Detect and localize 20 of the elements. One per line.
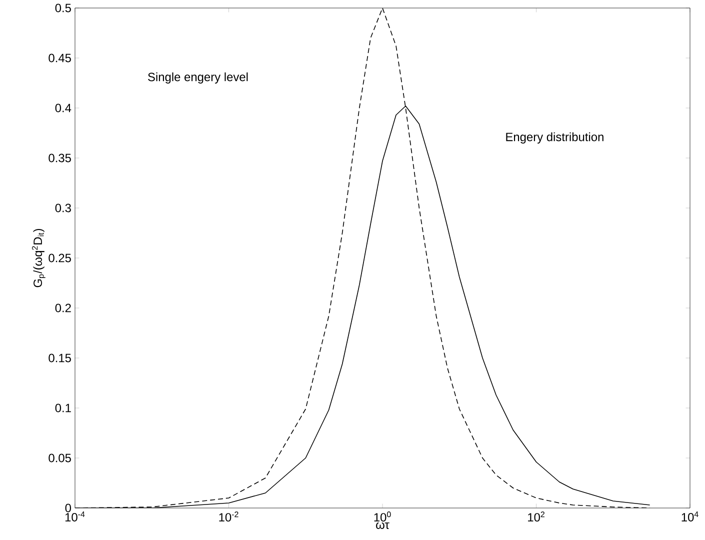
x-tick-label: 10$^{-2}$	[219, 512, 238, 522]
y-tick-label: 0.1	[55, 404, 71, 412]
x-tick-label: 10$^{4}$	[682, 512, 698, 522]
y-tick-label: 0.3	[55, 204, 71, 212]
annotation: Single engery level	[148, 72, 248, 84]
y-tick-label: 0.05	[48, 454, 71, 462]
y-axis-title: G$_{p}$/(ωq$^{2}$D$_{it}$)	[32, 228, 46, 288]
x-tick-label: 10$^{-4}$	[65, 512, 85, 522]
y-tick-label: 0.45	[48, 54, 71, 62]
y-tick-label: 0.25	[48, 254, 71, 262]
x-axis-title: ωτ	[376, 522, 390, 529]
x-tick-label: 10$^{0}$	[374, 512, 391, 522]
y-tick-label: 0	[65, 504, 72, 512]
y-tick-label: 0.35	[48, 154, 71, 162]
annotation: Engery distribution	[506, 132, 604, 144]
y-tick-label: 0.2	[55, 304, 71, 312]
y-tick-label: 0.5	[55, 4, 71, 12]
y-tick-label: 0.15	[48, 354, 71, 362]
y-tick-label: 0.4	[55, 104, 72, 112]
x-tick-label: 10$^{2}$	[528, 512, 544, 522]
